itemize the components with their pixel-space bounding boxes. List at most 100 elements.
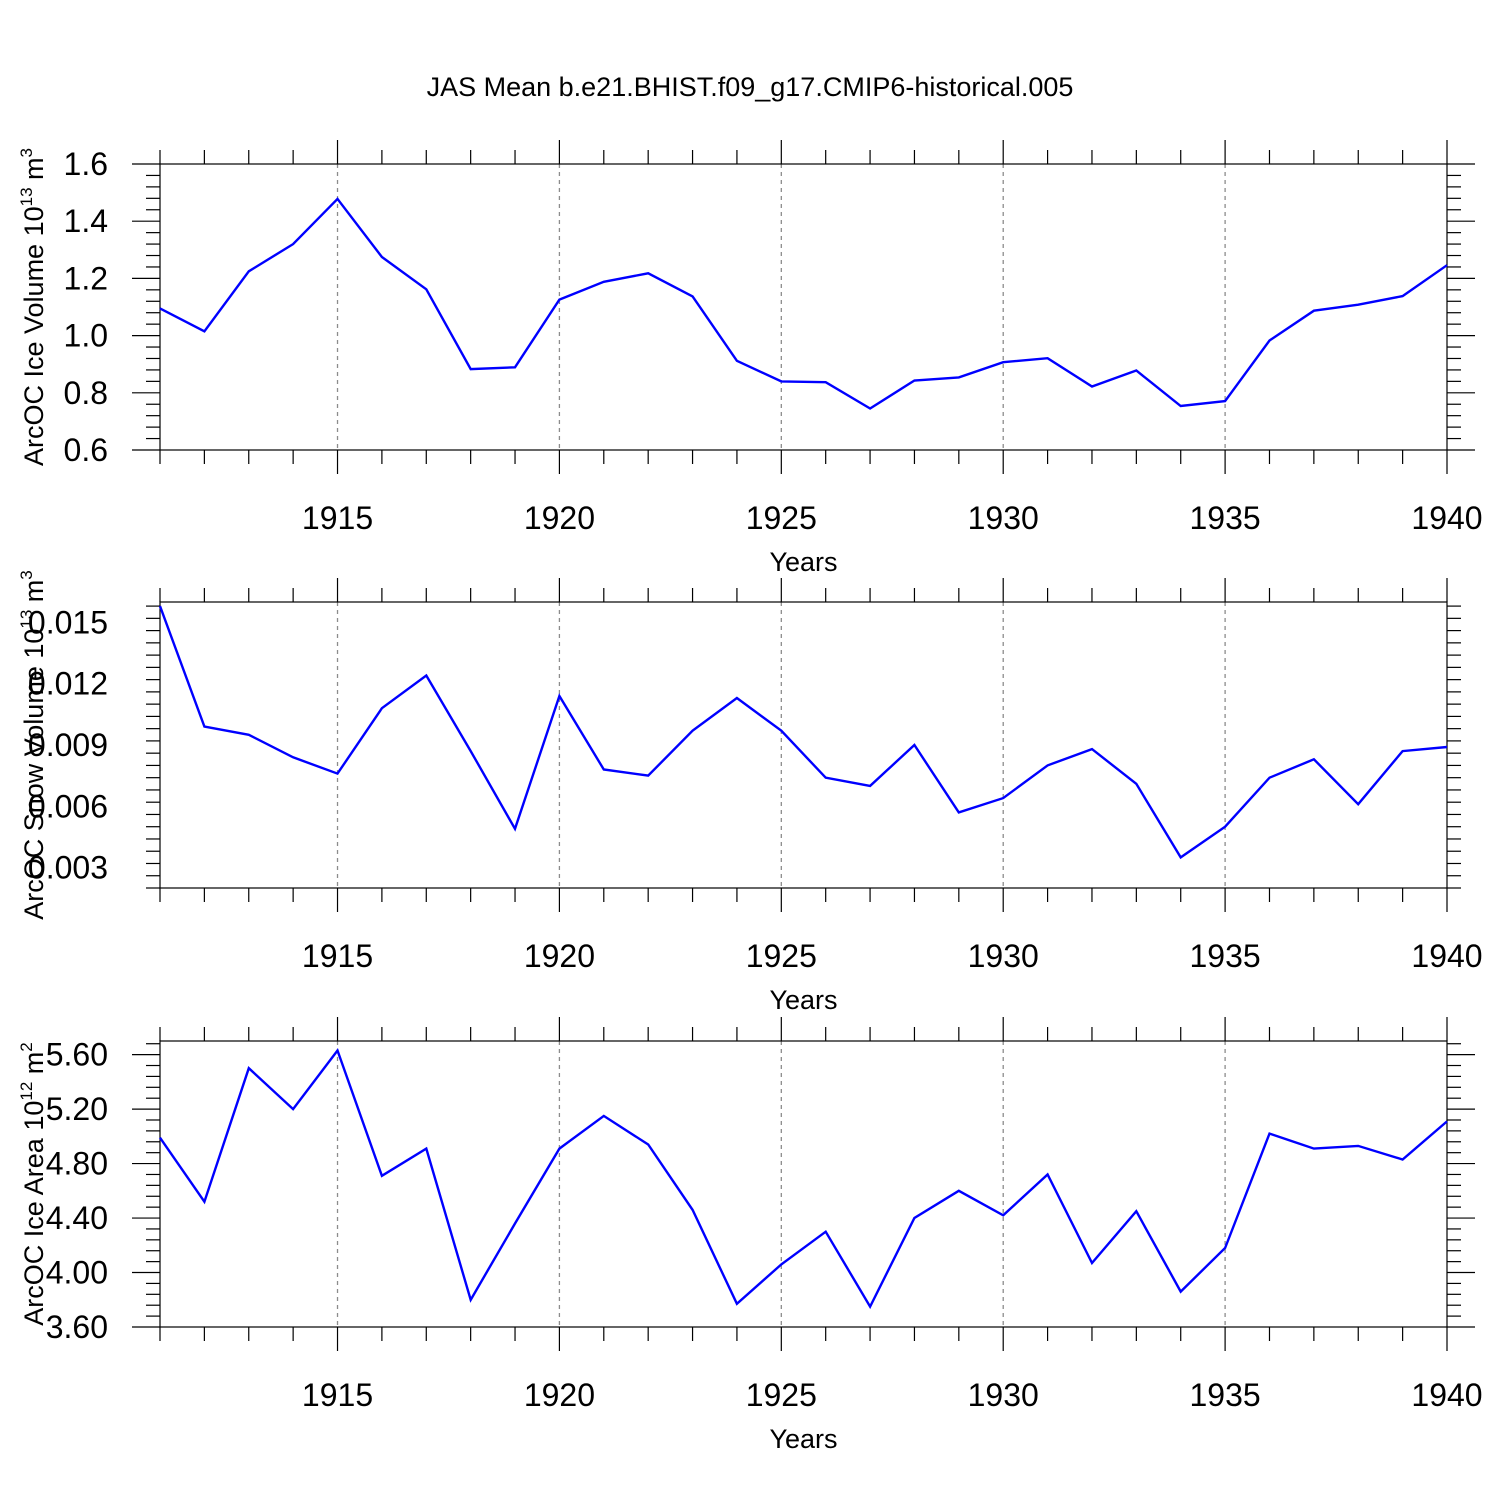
data-point-1934 bbox=[1179, 855, 1183, 859]
data-point-1930 bbox=[1001, 1213, 1005, 1217]
plot-frame bbox=[159, 163, 1448, 451]
data-point-1915 bbox=[336, 1049, 340, 1053]
data-point-1918 bbox=[469, 367, 473, 371]
y-axis-label-unit-exponent: 3 bbox=[17, 570, 36, 579]
data-point-1937 bbox=[1312, 757, 1316, 761]
data-point-1926 bbox=[824, 380, 828, 384]
data-point-1924 bbox=[735, 1302, 739, 1306]
data-point-1931 bbox=[1046, 763, 1050, 767]
x-tick-label: 1940 bbox=[1411, 938, 1482, 974]
data-point-1911 bbox=[158, 604, 162, 608]
data-point-1927 bbox=[868, 407, 872, 411]
data-point-1938 bbox=[1356, 1144, 1360, 1148]
data-point-1938 bbox=[1356, 802, 1360, 806]
data-point-1921 bbox=[602, 280, 606, 284]
data-point-1913 bbox=[247, 269, 251, 273]
x-tick-label: 1940 bbox=[1411, 500, 1482, 536]
chart-panel-2: 0.003 0.006 0.009 0.012 0.015 1915 1920 1925 193… bbox=[17, 570, 1483, 1015]
data-point-1911 bbox=[158, 306, 162, 310]
data-point-1931 bbox=[1046, 1172, 1050, 1176]
data-point-1916 bbox=[380, 1174, 384, 1178]
data-point-1939 bbox=[1401, 294, 1405, 298]
data-point-1935 bbox=[1223, 399, 1227, 403]
data-point-1928 bbox=[912, 379, 916, 383]
data-point-1925 bbox=[779, 1262, 783, 1266]
data-point-1912 bbox=[202, 725, 206, 729]
data-point-1919 bbox=[513, 365, 517, 369]
data-point-1917 bbox=[424, 1147, 428, 1151]
data-point-1918 bbox=[469, 1298, 473, 1302]
x-tick-label: 1935 bbox=[1190, 1377, 1261, 1413]
data-point-1936 bbox=[1267, 776, 1271, 780]
data-point-1935 bbox=[1223, 1246, 1227, 1250]
data-point-1926 bbox=[824, 776, 828, 780]
data-point-1925 bbox=[779, 379, 783, 383]
data-point-1921 bbox=[602, 768, 606, 772]
y-axis-label-main: ArcOC Snow Volume 10 bbox=[19, 629, 49, 920]
data-point-1923 bbox=[691, 294, 695, 298]
data-point-1913 bbox=[247, 733, 251, 737]
x-tick-label: 1930 bbox=[968, 1377, 1039, 1413]
data-point-1920 bbox=[557, 1147, 561, 1151]
data-point-1924 bbox=[735, 359, 739, 363]
x-tick-label: 1915 bbox=[302, 1377, 373, 1413]
data-point-1935 bbox=[1223, 825, 1227, 829]
data-point-1918 bbox=[469, 749, 473, 753]
figure-title: JAS Mean b.e21.BHIST.f09_g17.CMIP6-histo… bbox=[427, 72, 1074, 102]
data-point-1911 bbox=[158, 1136, 162, 1140]
y-tick-label: 1.6 bbox=[64, 146, 108, 182]
series-line bbox=[158, 605, 1448, 860]
data-point-1923 bbox=[691, 729, 695, 733]
y-tick-label: 3.60 bbox=[46, 1309, 108, 1345]
chart-panel-1: 0.6 0.8 1.0 1.2 1.4 1.6 1915 1920 1925 1930 1935 19… bbox=[17, 140, 1483, 577]
x-tick-label: 1935 bbox=[1190, 500, 1261, 536]
data-point-1932 bbox=[1090, 385, 1094, 389]
x-axis-label: Years bbox=[769, 1424, 837, 1454]
plot-frame bbox=[159, 601, 1448, 889]
data-point-1939 bbox=[1401, 749, 1405, 753]
y-tick-label: 0.009 bbox=[28, 727, 108, 763]
data-point-1929 bbox=[957, 1189, 961, 1193]
data-point-1930 bbox=[1001, 360, 1005, 364]
data-point-1927 bbox=[868, 1305, 872, 1309]
y-tick-label: 0.006 bbox=[28, 788, 108, 824]
data-point-1931 bbox=[1046, 356, 1050, 360]
data-point-1914 bbox=[291, 755, 295, 759]
x-tick-label: 1930 bbox=[968, 938, 1039, 974]
x-tick-label: 1920 bbox=[524, 1377, 595, 1413]
data-point-1912 bbox=[202, 329, 206, 333]
x-tick-label: 1915 bbox=[302, 938, 373, 974]
y-tick-label: 1.0 bbox=[64, 318, 108, 354]
data-point-1920 bbox=[557, 694, 561, 698]
data-point-1914 bbox=[291, 242, 295, 246]
data-point-1922 bbox=[646, 1143, 650, 1147]
x-tick-label: 1915 bbox=[302, 500, 373, 536]
y-axis-label: ArcOC Ice Volume 1013 m3 bbox=[17, 148, 49, 466]
y-tick-label: 0.8 bbox=[64, 375, 108, 411]
data-point-1936 bbox=[1267, 338, 1271, 342]
data-point-1922 bbox=[646, 774, 650, 778]
data-point-1934 bbox=[1179, 404, 1183, 408]
data-point-1923 bbox=[691, 1208, 695, 1212]
y-axis-label: ArcOC Ice Area 1012 m2 bbox=[17, 1042, 49, 1326]
panels: 0.6 0.8 1.0 1.2 1.4 1.6 1915 1920 1925 1930 1935 19… bbox=[17, 140, 1483, 1454]
y-axis-label-unit-exponent: 3 bbox=[17, 148, 36, 157]
data-point-1927 bbox=[868, 784, 872, 788]
y-tick-label: 1.2 bbox=[64, 260, 108, 296]
x-tick-label: 1930 bbox=[968, 500, 1039, 536]
y-axis-label-unit: m bbox=[19, 580, 49, 610]
series-line bbox=[159, 197, 1448, 410]
data-point-1919 bbox=[513, 827, 517, 831]
y-tick-label: 0.003 bbox=[28, 850, 108, 886]
data-point-1925 bbox=[779, 729, 783, 733]
data-point-1930 bbox=[1001, 796, 1005, 800]
data-point-1924 bbox=[735, 696, 739, 700]
y-tick-label: 5.60 bbox=[46, 1037, 108, 1073]
y-axis-label-main: ArcOC Ice Area 10 bbox=[19, 1101, 49, 1326]
x-tick-label: 1935 bbox=[1190, 938, 1261, 974]
y-tick-label: 4.00 bbox=[46, 1255, 108, 1291]
data-point-1917 bbox=[424, 674, 428, 678]
data-point-1940 bbox=[1445, 1119, 1449, 1123]
data-point-1928 bbox=[912, 743, 916, 747]
x-tick-label: 1920 bbox=[524, 938, 595, 974]
